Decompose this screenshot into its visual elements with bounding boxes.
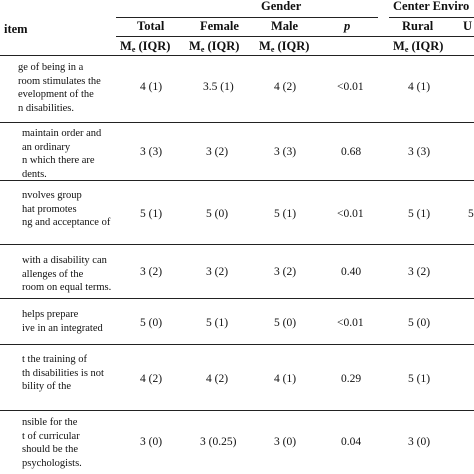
col-header-female: Female — [200, 19, 239, 33]
center-environment-group-header: Center Enviro — [393, 0, 470, 13]
cell-male: 5 (1) — [274, 208, 297, 220]
table-row-item: maintain order and an ordinary n which t… — [22, 128, 102, 180]
col-header-total: Total — [137, 19, 165, 33]
cell-p: 0.68 — [341, 146, 362, 158]
cell-rural: 5 (1) — [408, 208, 431, 220]
col-header-rural: Rural — [402, 19, 434, 33]
cell-rural: 4 (1) — [408, 81, 431, 93]
cell-p: <0.01 — [337, 317, 364, 329]
item-column-header: item — [4, 22, 28, 36]
table-row-item: with a disability can allenges of the ro… — [22, 255, 112, 294]
gender-group-underline — [116, 17, 378, 18]
subheader-rule — [116, 36, 474, 37]
cell-total: 5 (1) — [140, 208, 163, 220]
cell-male: 3 (0) — [274, 436, 297, 448]
cell-male: 4 (2) — [274, 81, 297, 93]
cell-total: 3 (0) — [140, 436, 163, 448]
cell-female: 3 (0.25) — [200, 436, 237, 448]
row-divider — [0, 344, 474, 345]
cell-rural: 3 (2) — [408, 266, 431, 278]
header-bottom-rule — [0, 55, 474, 56]
row-divider — [0, 410, 474, 411]
stat-label-female: Me (IQR) — [189, 39, 240, 54]
col-header-u: U — [463, 19, 473, 33]
table-row-item: nsible for the t of curricular should be… — [22, 417, 82, 469]
cell-female: 3 (2) — [206, 146, 229, 158]
cell-total: 4 (2) — [140, 373, 163, 385]
cell-male: 5 (0) — [274, 317, 297, 329]
stat-label-rural: Me (IQR) — [393, 39, 444, 54]
cell-p: <0.01 — [337, 208, 364, 220]
cell-male: 3 (2) — [274, 266, 297, 278]
cell-rural: 5 (1) — [408, 373, 431, 385]
cell-female: 5 (0) — [206, 208, 229, 220]
col-header-p: p — [344, 19, 351, 33]
stat-label-male: Me (IQR) — [259, 39, 310, 54]
cell-p: 0.04 — [341, 436, 362, 448]
row-divider — [0, 298, 474, 299]
cell-male: 4 (1) — [274, 373, 297, 385]
cell-total: 3 (2) — [140, 266, 163, 278]
cell-female: 3 (2) — [206, 266, 229, 278]
table-row-item: helps prepare ive in an integrated — [22, 309, 103, 334]
row-divider — [0, 244, 474, 245]
cell-p: 0.40 — [341, 266, 362, 278]
cell-u: 5 — [468, 208, 474, 220]
center-group-underline — [389, 17, 474, 18]
row-divider — [0, 122, 474, 123]
cell-female: 4 (2) — [206, 373, 229, 385]
col-header-male: Male — [271, 19, 299, 33]
cell-male: 3 (3) — [274, 146, 297, 158]
cell-rural: 3 (0) — [408, 436, 431, 448]
gender-group-header: Gender — [261, 0, 302, 13]
cell-p: 0.29 — [341, 373, 362, 385]
cell-p: <0.01 — [337, 81, 364, 93]
cell-female: 3.5 (1) — [203, 81, 234, 93]
row-divider — [0, 180, 474, 181]
table-row-item: nvolves group hat promotes ng and accept… — [22, 190, 111, 229]
cell-total: 5 (0) — [140, 317, 163, 329]
stat-label-total: Me (IQR) — [120, 39, 171, 54]
cell-rural: 5 (0) — [408, 317, 431, 329]
table-row-item: ge of being in a room stimulates the eve… — [18, 62, 101, 114]
cell-total: 3 (3) — [140, 146, 163, 158]
table-row-item: t the training of th disabilities is not… — [22, 354, 104, 393]
cell-total: 4 (1) — [140, 81, 163, 93]
cell-rural: 3 (3) — [408, 146, 431, 158]
cell-female: 5 (1) — [206, 317, 229, 329]
